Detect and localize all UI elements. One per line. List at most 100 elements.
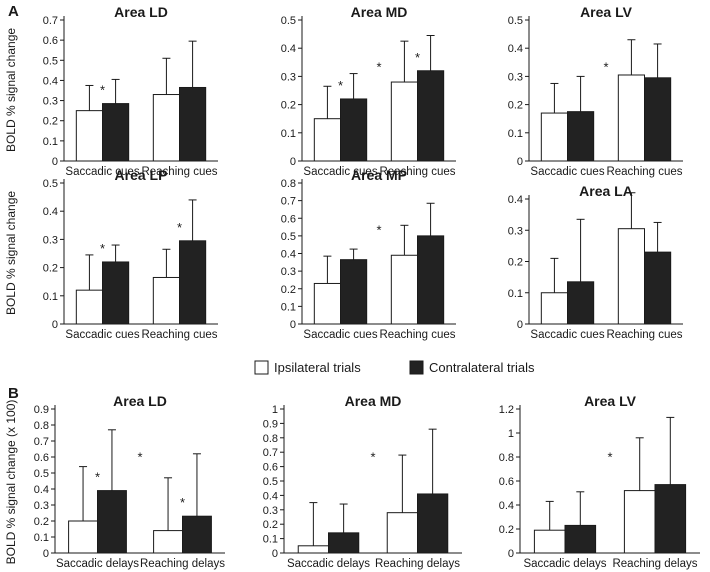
- y-axis-label-row1: BOLD % signal change: [4, 28, 18, 152]
- chart-5-bar-contralateral-1: [340, 259, 368, 325]
- chart-7-ytick-label: 0.6: [34, 452, 49, 464]
- chart-9-ytick-label: 0.4: [499, 500, 514, 512]
- chart-5-title: Area MP: [351, 167, 407, 183]
- chart-8-ytick-label: 0.4: [263, 490, 278, 502]
- chart-1: Area LD 0 0.1 0.2 0.3 0.4 0.5 0.6 0.7 Saccadic cu…: [43, 4, 218, 178]
- chart-2-significance-star: *: [338, 78, 343, 93]
- chart-7-ytick-label: 0.1: [34, 532, 49, 544]
- chart-9-bar-ipsilateral-2: [623, 490, 656, 554]
- chart-1-significance-star: *: [100, 83, 105, 98]
- chart-1-bar-contralateral-1: [102, 103, 130, 162]
- chart-4-bar-ipsilateral-2: [152, 276, 181, 325]
- chart-5-ytick-label: 0.6: [281, 213, 296, 225]
- chart-2-ytick-label: 0.1: [281, 128, 296, 140]
- chart-1-ytick-label: 0.6: [43, 35, 58, 47]
- chart-3-significance-star: *: [603, 60, 608, 75]
- chart-8-ytick-label: 0: [272, 548, 278, 560]
- chart-8-title: Area MD: [345, 393, 402, 409]
- chart-6-bar-contralateral-1: [567, 281, 595, 325]
- chart-4-category-label: Saccadic cues: [65, 329, 139, 341]
- chart-7-ytick-label: 0.5: [34, 468, 49, 480]
- chart-6-ytick-label: 0.1: [508, 288, 523, 300]
- chart-2-ytick-label: 0.5: [281, 15, 296, 27]
- chart-7-ytick-label: 0.9: [34, 404, 49, 416]
- chart-6-bar-contralateral-2: [644, 251, 672, 325]
- chart-8-category-label: Reaching delays: [375, 558, 460, 570]
- chart-9-ytick-label: 1.2: [499, 404, 514, 416]
- chart-1-ytick-label: 0.4: [43, 75, 58, 87]
- chart-9-ytick-label: 1: [508, 428, 514, 440]
- chart-4-ytick-label: 0: [52, 319, 58, 331]
- chart-8-ytick-label: 0.3: [263, 505, 278, 517]
- chart-6-bar-ipsilateral-2: [617, 228, 646, 325]
- chart-6-title: Area LA: [579, 183, 633, 199]
- chart-2-significance-star: *: [376, 60, 381, 75]
- chart-5-category-label: Reaching cues: [379, 329, 455, 341]
- chart-5-bar-ipsilateral-2: [390, 254, 419, 325]
- chart-6-category-label: Saccadic cues: [530, 329, 604, 341]
- chart-9-title: Area LV: [584, 393, 637, 409]
- chart-7-ytick-label: 0.2: [34, 516, 49, 528]
- chart-2-ytick-label: 0.3: [281, 71, 296, 83]
- chart-3-ytick-label: 0.3: [508, 71, 523, 83]
- chart-6-ytick-label: 0.4: [508, 194, 523, 206]
- chart-3: Area LV 0 0.1 0.2 0.3 0.4 0.5 Saccadic cues Reac…: [508, 4, 683, 178]
- charts: Area LD 0 0.1 0.2 0.3 0.4 0.5 0.6 0.7 Saccadic cu…: [34, 4, 700, 570]
- chart-7-ytick-label: 0.7: [34, 436, 49, 448]
- chart-1-bar-ipsilateral-1: [75, 110, 103, 162]
- chart-5-category-label: Saccadic cues: [303, 329, 377, 341]
- chart-9-significance-star: *: [607, 450, 612, 465]
- chart-3-bar-ipsilateral-2: [617, 74, 646, 162]
- chart-8-ytick-label: 0.1: [263, 534, 278, 546]
- chart-3-bar-contralateral-2: [644, 77, 672, 162]
- chart-2-ytick-label: 0: [290, 156, 296, 168]
- chart-2-significance-star: *: [415, 50, 420, 65]
- chart-9-ytick-label: 0.6: [499, 476, 514, 488]
- chart-4-bar-contralateral-2: [179, 240, 207, 325]
- y-axis-label-row3: BOLD % signal change (x 100): [4, 400, 18, 565]
- y-axis-label-row2: BOLD % signal change: [4, 191, 18, 315]
- chart-8-ytick-label: 0.9: [263, 418, 278, 430]
- chart-1-ytick-label: 0.7: [43, 15, 58, 27]
- chart-2-title: Area MD: [351, 4, 408, 20]
- chart-1-ytick-label: 0.2: [43, 116, 58, 128]
- chart-3-ytick-label: 0.4: [508, 43, 523, 55]
- chart-7-significance-star: *: [95, 470, 100, 485]
- chart-7-significance-star: *: [137, 450, 142, 465]
- chart-9-bar-ipsilateral-1: [533, 529, 566, 554]
- chart-8-ytick-label: 0.6: [263, 462, 278, 474]
- chart-4-ytick-label: 0.5: [43, 178, 58, 190]
- legend-label-contralateral: Contralateral trials: [429, 360, 535, 375]
- chart-3-bar-ipsilateral-1: [540, 112, 569, 162]
- chart-7-ytick-label: 0.4: [34, 484, 49, 496]
- chart-2-bar-contralateral-1: [340, 98, 368, 162]
- chart-7-category-label: Saccadic delays: [56, 558, 139, 570]
- chart-6-category-label: Reaching cues: [606, 329, 682, 341]
- chart-3-bar-contralateral-1: [567, 111, 595, 162]
- chart-8-ytick-label: 0.5: [263, 476, 278, 488]
- chart-7-ytick-label: 0: [43, 548, 49, 560]
- chart-3-title: Area LV: [580, 4, 633, 20]
- chart-8-ytick-label: 0.7: [263, 447, 278, 459]
- chart-8-bar-ipsilateral-2: [386, 512, 418, 554]
- chart-4-category-label: Reaching cues: [141, 329, 217, 341]
- chart-6-ytick-label: 0: [517, 319, 523, 331]
- panel-label-b: B: [8, 385, 19, 402]
- chart-2-bar-ipsilateral-1: [313, 118, 342, 162]
- chart-9-bar-contralateral-2: [654, 484, 687, 554]
- chart-5-ytick-label: 0.5: [281, 231, 296, 243]
- chart-8-category-label: Saccadic delays: [287, 558, 370, 570]
- chart-7-bar-ipsilateral-1: [68, 520, 98, 554]
- chart-1-ytick-label: 0.5: [43, 55, 58, 67]
- chart-9-ytick-label: 0.8: [499, 452, 514, 464]
- chart-5-ytick-label: 0.4: [281, 249, 296, 261]
- chart-3-category-label: Reaching cues: [606, 166, 682, 178]
- chart-1-bar-contralateral-2: [179, 86, 207, 162]
- legend-swatch-ipsilateral: [254, 360, 269, 375]
- chart-2-ytick-label: 0.4: [281, 43, 296, 55]
- chart-5-ytick-label: 0.7: [281, 196, 296, 208]
- legend: Ipsilateral trials Contralateral trials: [254, 360, 535, 375]
- chart-8: Area MD 0 0.1 0.2 0.3 0.4 0.5 0.6 0.7 0.8 0.9 1 Sacc…: [263, 393, 462, 570]
- chart-1-ytick-label: 0.1: [43, 136, 58, 148]
